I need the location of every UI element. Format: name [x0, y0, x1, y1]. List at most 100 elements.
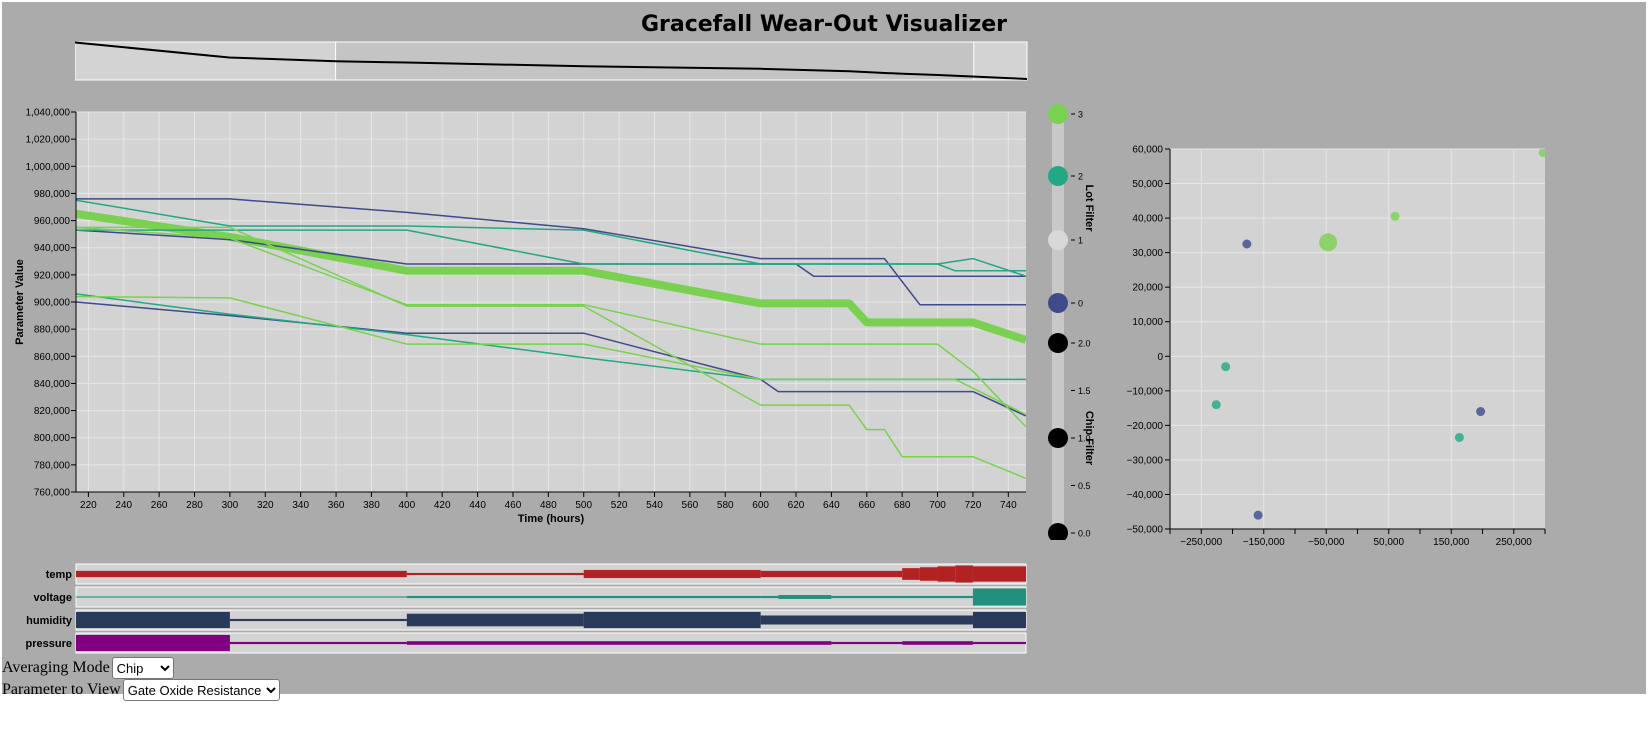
env-bar-pressure: [229, 641, 407, 645]
y-tick-label: 920,000: [34, 270, 71, 281]
env-bar-temp: [760, 570, 903, 578]
env-bar-humidity: [760, 615, 973, 625]
scatter-point-lot2: [1221, 362, 1231, 372]
y-tick-label: 880,000: [34, 325, 71, 336]
env-strip-label: pressure: [26, 638, 72, 650]
y-tick-label: 1,040,000: [26, 108, 71, 119]
env-bar-voltage: [760, 595, 779, 599]
x-tick-label: 520: [611, 500, 628, 511]
lot-filter-handle-1: [1048, 230, 1068, 250]
x-tick-label: 400: [398, 500, 415, 511]
x-tick-label: 660: [858, 500, 875, 511]
env-bar-temp: [937, 566, 956, 582]
parameter-label: Parameter to View: [2, 681, 121, 698]
page-title: Gracefall Wear-Out Visualizer: [640, 12, 1008, 37]
env-bar-humidity: [76, 611, 230, 629]
env-bar-pressure: [902, 641, 973, 645]
scatter-y-tick-label: 40,000: [1132, 214, 1163, 225]
x-tick-label: 300: [222, 500, 239, 511]
x-tick-label: 260: [151, 500, 168, 511]
x-axis-label: Time (hours): [518, 513, 585, 525]
x-tick-label: 720: [965, 500, 982, 511]
overview-brush-chart[interactable]: [75, 40, 1030, 82]
y-axis-label: Parameter Value: [14, 259, 26, 345]
lot-filter-handle-2: [1048, 166, 1068, 186]
scatter-x-tick-label: −250,000: [1180, 537, 1222, 548]
x-tick-label: 640: [823, 500, 840, 511]
x-tick-label: 240: [115, 500, 132, 511]
lot-filter-handle-3: [1048, 104, 1068, 124]
series-line-lot3: [76, 295, 1026, 416]
env-strip-label: voltage: [33, 592, 72, 604]
lot-filter-handle-0: [1048, 293, 1068, 313]
chip-filter-handle: [1048, 333, 1068, 353]
lot-filter-label: Lot Filter: [1083, 184, 1095, 232]
env-bar-temp: [406, 572, 584, 576]
y-tick-label: 960,000: [34, 216, 71, 227]
chip-filter-tick-label: 1.5: [1078, 386, 1091, 396]
env-bar-humidity: [972, 611, 1026, 629]
scatter-x-tick-label: 150,000: [1433, 537, 1470, 548]
chip-filter-label: Chip Filter: [1083, 411, 1095, 466]
lot-filter-tick-label: 1: [1078, 236, 1083, 246]
env-bar-temp: [902, 568, 920, 580]
scatter-y-tick-label: 60,000: [1132, 145, 1163, 156]
scatter-y-tick-label: −30,000: [1127, 455, 1164, 466]
x-tick-label: 460: [505, 500, 522, 511]
x-tick-label: 700: [929, 500, 946, 511]
y-tick-label: 940,000: [34, 243, 71, 254]
lot-filter-tick-label: 0: [1078, 299, 1083, 309]
x-tick-label: 580: [717, 500, 734, 511]
x-tick-label: 740: [1000, 500, 1017, 511]
chip-filter-tick-label: 0.0: [1078, 529, 1091, 539]
parameter-select[interactable]: Gate Oxide Resistance: [122, 679, 280, 701]
series-line-lot3: [76, 226, 1026, 480]
filter-sliders[interactable]: 3 2 1 0 Lot Filter 2.0 1.5 1.0 0.5 0.0 Chip Filter: [1042, 100, 1122, 540]
scatter-y-tick-label: −10,000: [1127, 386, 1164, 397]
scatter-y-tick-label: −40,000: [1127, 490, 1164, 501]
series-group: [76, 198, 1026, 480]
y-tick-label: 800,000: [34, 433, 71, 444]
chip-filter-handle: [1048, 428, 1068, 448]
series-line-lot2: [76, 229, 1026, 272]
averaging-mode-select[interactable]: Chip: [111, 657, 174, 679]
environment-strips: temp voltage humidity pressure: [26, 563, 1027, 654]
env-bar-temp: [955, 565, 973, 583]
scatter-point-lot0: [1476, 407, 1486, 417]
lot-filter-tick-label: 3: [1078, 110, 1083, 120]
scatter-point-lot0: [1253, 510, 1263, 520]
env-bar-pressure: [831, 641, 903, 645]
scatter-point-lot2: [1211, 400, 1221, 410]
scatter-y-tick-label: 0: [1157, 352, 1163, 363]
x-tick-label: 420: [434, 500, 451, 511]
chip-filter-tick-label: 0.5: [1078, 481, 1091, 491]
scatter-y-tick-label: 10,000: [1132, 317, 1163, 328]
env-bar-humidity: [229, 618, 407, 622]
x-tick-label: 220: [80, 500, 97, 511]
x-tick-label: 320: [257, 500, 274, 511]
scatter-point-lot3: [1538, 149, 1545, 157]
chip-filter-tick-label: 1.0: [1078, 434, 1091, 444]
x-tick-label: 380: [363, 500, 380, 511]
x-tick-label: 620: [788, 500, 805, 511]
chip-filter-handle: [1048, 523, 1068, 540]
env-bar-temp: [76, 570, 407, 578]
y-tick-label: 980,000: [34, 189, 71, 200]
env-bar-temp: [919, 567, 938, 581]
scatter-y-tick-label: 50,000: [1132, 179, 1163, 190]
scatter-x-tick-label: 250,000: [1496, 537, 1533, 548]
series-line-lot3: [76, 226, 1026, 428]
series-line-lot0: [76, 198, 1026, 306]
scatter-point-lot0: [1242, 239, 1252, 249]
x-tick-label: 500: [575, 500, 592, 511]
env-bar-pressure: [76, 634, 230, 652]
y-tick-label: 900,000: [34, 298, 71, 309]
lot-filter-tick-label: 2: [1078, 172, 1083, 182]
x-tick-label: 540: [646, 500, 663, 511]
y-tick-label: 780,000: [34, 460, 71, 471]
env-bar-pressure: [972, 641, 1026, 645]
scatter-x-tick-label: −150,000: [1243, 537, 1285, 548]
env-strip-label: temp: [46, 569, 73, 581]
scatter-x-tick-label: 50,000: [1373, 537, 1404, 548]
y-tick-label: 760,000: [34, 488, 71, 499]
